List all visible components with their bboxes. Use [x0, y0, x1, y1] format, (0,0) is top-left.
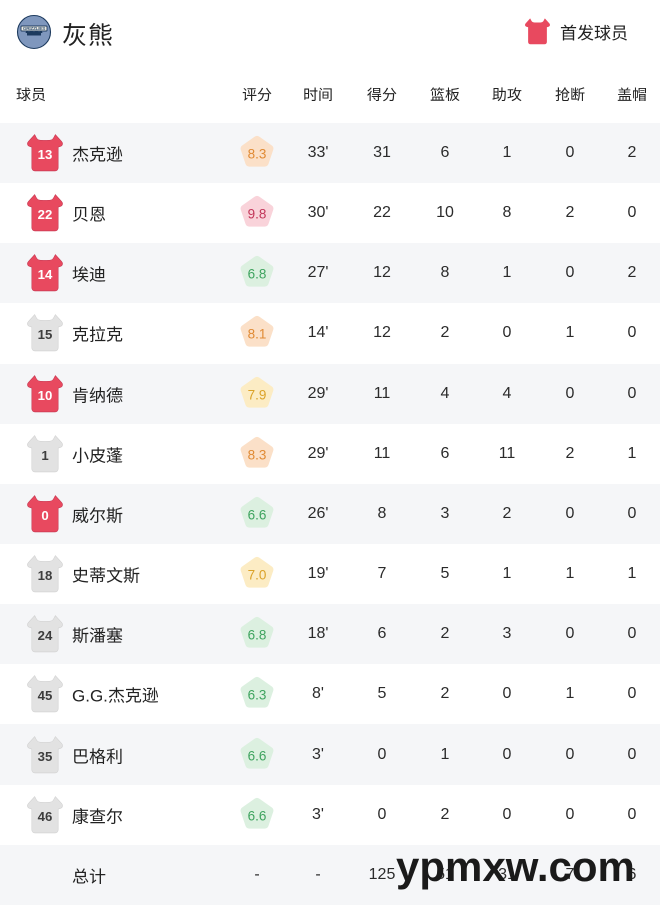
- svg-text:1: 1: [41, 448, 48, 463]
- svg-text:14: 14: [37, 267, 52, 282]
- svg-text:6.6: 6.6: [248, 507, 267, 522]
- svg-text:6.6: 6.6: [248, 748, 267, 763]
- svg-text:35: 35: [37, 748, 52, 763]
- svg-text:9.8: 9.8: [248, 206, 267, 221]
- svg-text:8.3: 8.3: [248, 146, 267, 161]
- svg-text:6.3: 6.3: [248, 688, 267, 703]
- svg-text:46: 46: [37, 808, 52, 823]
- svg-text:8.1: 8.1: [248, 327, 267, 342]
- svg-text:15: 15: [37, 327, 52, 342]
- svg-text:6.6: 6.6: [248, 808, 267, 823]
- svg-text:6.8: 6.8: [248, 628, 267, 643]
- svg-text:8.3: 8.3: [248, 447, 267, 462]
- svg-text:22: 22: [37, 207, 52, 222]
- svg-text:13: 13: [37, 147, 52, 162]
- svg-text:7.0: 7.0: [248, 567, 267, 582]
- svg-text:24: 24: [37, 628, 52, 643]
- svg-text:0: 0: [41, 508, 48, 523]
- svg-text:6.8: 6.8: [248, 267, 267, 282]
- svg-text:7.9: 7.9: [248, 387, 267, 402]
- svg-text:18: 18: [37, 568, 52, 583]
- svg-text:GRIZZLIES: GRIZZLIES: [23, 26, 45, 31]
- svg-text:45: 45: [37, 688, 52, 703]
- svg-text:10: 10: [37, 387, 52, 402]
